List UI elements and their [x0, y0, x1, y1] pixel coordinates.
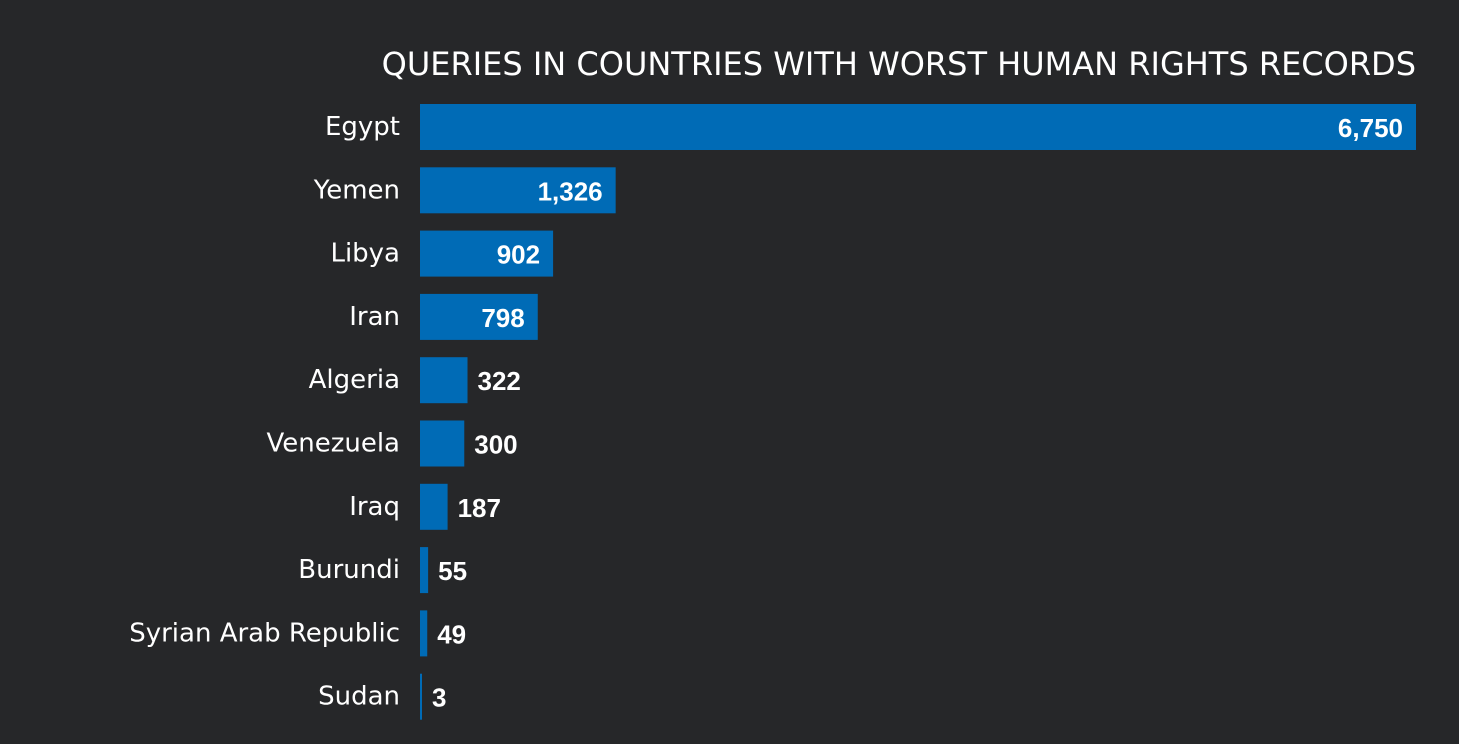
category-label-syrian-arab-republic: Syrian Arab Republic	[129, 618, 400, 648]
bar-yemen	[420, 167, 616, 214]
category-label-yemen: Yemen	[313, 175, 400, 205]
category-label-venezuela: Venezuela	[266, 429, 400, 459]
bar-algeria	[420, 357, 468, 404]
value-label-iraq: 187	[458, 493, 501, 523]
category-label-iraq: Iraq	[349, 492, 400, 522]
category-label-libya: Libya	[330, 239, 400, 269]
value-label-iran: 798	[481, 303, 524, 333]
bar-sudan	[420, 673, 422, 720]
bar-syrian-arab-republic	[420, 610, 428, 657]
bar-burundi	[420, 547, 429, 594]
category-label-algeria: Algeria	[309, 365, 400, 395]
category-label-iran: Iran	[349, 302, 400, 332]
value-label-egypt: 6,750	[1338, 113, 1403, 143]
value-label-libya: 902	[497, 240, 540, 270]
value-label-algeria: 322	[478, 366, 521, 396]
value-label-syrian-arab-republic: 49	[437, 619, 466, 649]
value-label-yemen: 1,326	[538, 176, 603, 206]
bar-libya	[420, 230, 554, 277]
category-label-egypt: Egypt	[325, 112, 400, 142]
bar-iran	[420, 293, 538, 340]
value-label-burundi: 55	[438, 556, 467, 586]
category-label-burundi: Burundi	[298, 555, 400, 585]
value-label-venezuela: 300	[474, 430, 517, 460]
value-label-sudan: 3	[432, 683, 446, 713]
bar-egypt	[420, 104, 1416, 150]
bar-venezuela	[420, 420, 465, 467]
category-label-sudan: Sudan	[318, 682, 400, 712]
chart-title: QUERIES IN COUNTRIES WITH WORST HUMAN RI…	[382, 45, 1416, 83]
bars-layer: Egypt 6,750 Yemen 1,326 Libya 902 Iran 798 Alger…	[129, 104, 1416, 720]
bar-iraq	[420, 483, 448, 530]
